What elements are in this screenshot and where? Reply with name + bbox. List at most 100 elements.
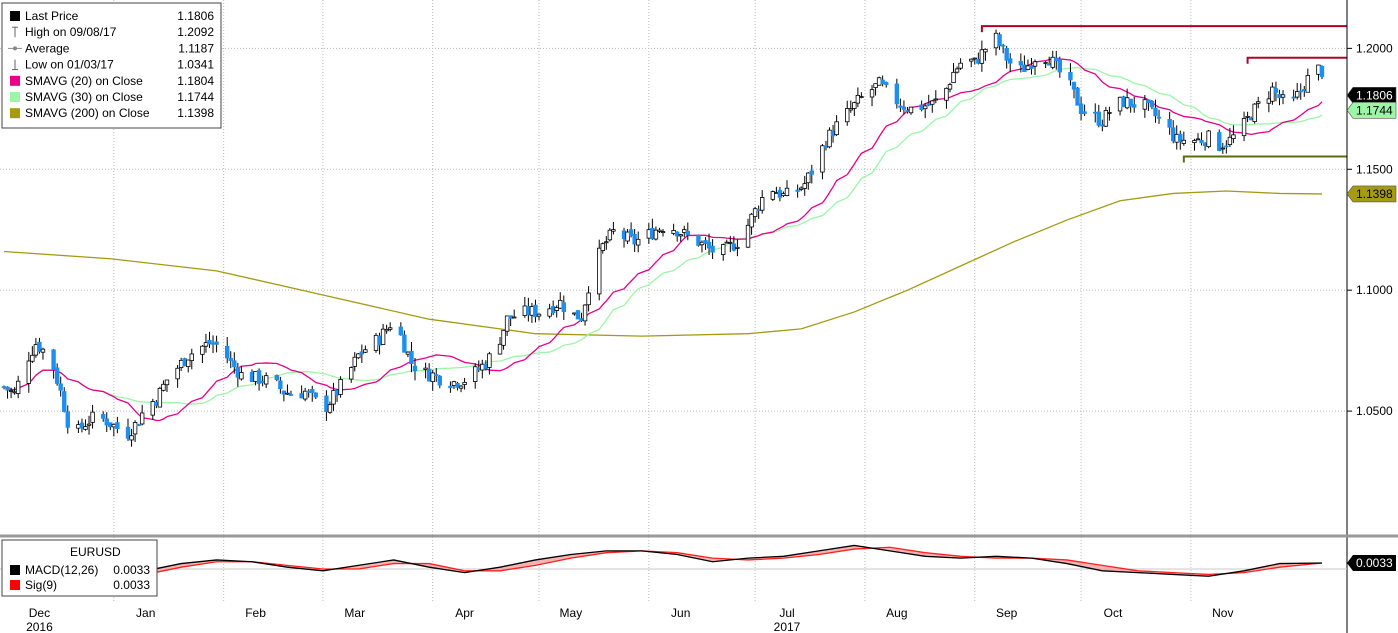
candle-body-up <box>327 404 333 413</box>
candle <box>225 336 230 364</box>
candle-body-down <box>1319 65 1325 77</box>
candle-body-up <box>1192 140 1197 144</box>
sma30-line <box>3 67 1323 405</box>
candle-body-down <box>62 391 67 412</box>
candle-body-down <box>710 245 715 253</box>
candle-body-down <box>550 306 556 314</box>
candle <box>263 372 269 389</box>
candle <box>1294 82 1300 100</box>
candle-body-down <box>1071 81 1077 90</box>
candle-body-up <box>504 315 510 332</box>
candle-body-down <box>1075 87 1080 106</box>
x-month-label: May <box>560 606 583 620</box>
candle-body-down <box>483 363 489 369</box>
price-tag: 1.1398 <box>1346 185 1397 203</box>
candle <box>611 221 616 235</box>
candle <box>930 100 935 113</box>
candle-body-up <box>774 192 779 194</box>
candle-body-down <box>228 358 233 361</box>
candle-body-down <box>214 341 219 345</box>
candle-body-down <box>561 302 566 313</box>
signal-line <box>3 546 1323 583</box>
candle-body-up <box>845 108 850 123</box>
candle-body-up <box>1103 110 1109 127</box>
macd-legend-title: EURUSD <box>70 545 121 559</box>
candle <box>728 236 733 253</box>
candle <box>37 337 42 354</box>
candle <box>129 428 134 447</box>
candle <box>40 347 46 360</box>
color-square-icon <box>10 108 20 119</box>
candle <box>696 234 701 247</box>
candle-body-down <box>79 422 85 429</box>
x-month-label: Mar <box>344 606 365 620</box>
candle-body-up <box>969 58 974 62</box>
candle-body-down <box>674 231 680 237</box>
candle <box>635 231 641 253</box>
candle <box>1270 82 1275 105</box>
candle-body-down <box>1068 71 1073 81</box>
legend-value: 1.1806 <box>177 9 214 23</box>
candle-body-up <box>1181 139 1187 144</box>
candle-body-down <box>154 401 159 406</box>
candle-body-down <box>1096 111 1101 126</box>
candle-body-down <box>1054 57 1059 62</box>
candle-body-up <box>983 48 988 53</box>
candle-body-up <box>157 387 163 408</box>
candle <box>157 386 163 408</box>
candle-body-down <box>313 392 318 398</box>
candle-body-down <box>1132 104 1137 108</box>
candle <box>855 87 861 108</box>
candle-body-down <box>1224 145 1229 148</box>
candle <box>434 368 439 382</box>
price-tag-label: 1.1806 <box>1356 88 1393 102</box>
candle <box>845 100 850 126</box>
candle <box>1273 81 1279 102</box>
candle-body-up <box>798 187 804 190</box>
candle-body-up <box>607 229 613 241</box>
candle-body-down <box>884 81 889 85</box>
candle-body-up <box>876 77 882 86</box>
y-axis-ticks: 1.0500 1.1000 1.1500 1.2000 <box>1347 41 1393 418</box>
candle-body-down <box>1057 58 1063 73</box>
candle-body-up <box>770 191 776 200</box>
candle <box>536 313 542 321</box>
candle-body-up <box>83 426 88 430</box>
candle <box>115 416 120 434</box>
candle-body-down <box>894 83 900 105</box>
candle <box>1142 95 1148 118</box>
candle <box>533 299 538 323</box>
x-month-label: Jan <box>136 606 155 620</box>
candle <box>256 368 262 391</box>
candle-body-down <box>1202 143 1208 147</box>
candle-body-down <box>324 395 329 412</box>
candle <box>554 305 559 318</box>
candle <box>1245 111 1250 123</box>
color-square-icon <box>10 75 20 86</box>
candle-body-down <box>125 426 131 439</box>
candle <box>274 374 280 382</box>
candle <box>933 90 939 104</box>
candle-body-up <box>30 354 35 362</box>
candle-body-down <box>1217 132 1222 152</box>
candle <box>1319 65 1325 80</box>
candle-body-up <box>1220 147 1225 150</box>
macd-legend-label: MACD(12,26) <box>25 563 98 577</box>
candle-body-down <box>901 106 907 110</box>
candle <box>660 228 666 237</box>
candle-body-up <box>423 367 428 370</box>
x-month-label: Jun <box>671 606 690 620</box>
candle-body-down <box>437 375 442 386</box>
candle-body-down <box>54 367 60 384</box>
candle <box>710 239 715 260</box>
candle <box>582 304 588 326</box>
candle-body-down <box>274 374 280 380</box>
candle-body-up <box>947 84 953 90</box>
candle <box>820 143 825 180</box>
candle-body-up <box>1025 65 1031 70</box>
candle <box>430 370 435 391</box>
candle <box>232 352 237 374</box>
legend-value: 1.0341 <box>177 58 214 72</box>
